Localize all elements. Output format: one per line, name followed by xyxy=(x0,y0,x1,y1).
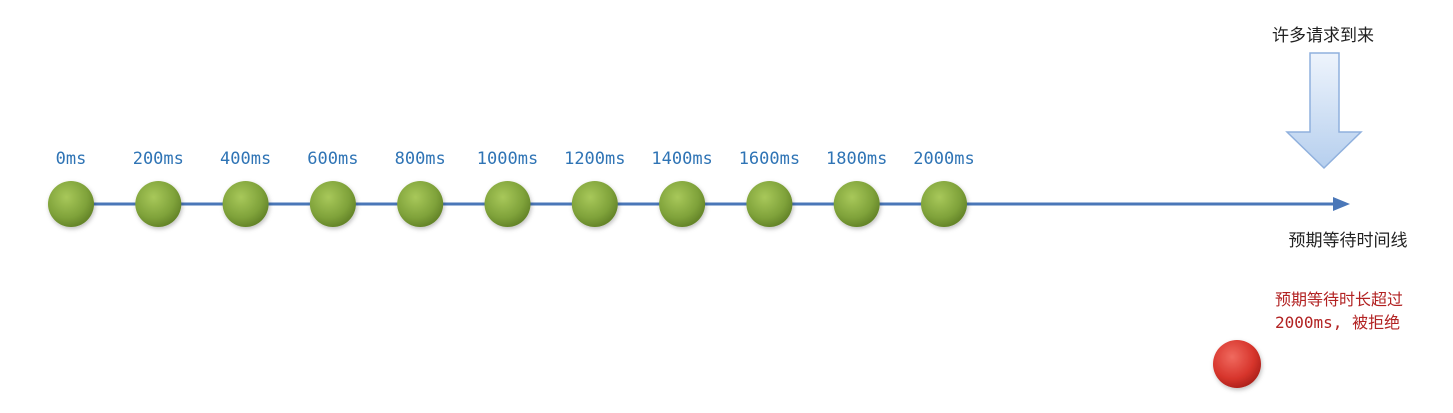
tick-label: 0ms xyxy=(56,149,87,169)
timeline-node xyxy=(309,181,356,227)
timeline-node xyxy=(135,181,182,227)
tick-label: 200ms xyxy=(133,149,184,169)
tick-label: 800ms xyxy=(395,149,446,169)
tick-label: 2000ms xyxy=(913,149,974,169)
rejection-text-line2: 2000ms, 被拒绝 xyxy=(1275,313,1400,332)
timeline-node xyxy=(397,181,444,227)
tick-label: 400ms xyxy=(220,149,271,169)
tick-label: 1600ms xyxy=(739,149,800,169)
timeline-node xyxy=(659,181,706,227)
timeline-node xyxy=(921,181,967,227)
down-arrow-icon xyxy=(1285,52,1363,170)
timeline-nodes xyxy=(48,181,967,227)
tick-label: 1200ms xyxy=(564,149,625,169)
timeline-node xyxy=(746,181,793,227)
arrival-label: 许多请求到来 xyxy=(1272,26,1374,46)
timeline-node xyxy=(833,181,880,227)
tick-label: 600ms xyxy=(307,149,358,169)
rejection-text-line1: 预期等待时长超过 xyxy=(1275,290,1403,309)
tick-label: 1400ms xyxy=(651,149,712,169)
rejected-request-node xyxy=(1213,340,1261,388)
tick-label: 1800ms xyxy=(826,149,887,169)
tick-label: 1000ms xyxy=(477,149,538,169)
timeline-node xyxy=(222,181,269,227)
tick-labels: 0ms 200ms 400ms 600ms 800ms 1000ms 1200ms 1400m… xyxy=(56,149,975,169)
timeline-node xyxy=(48,181,94,227)
axis-arrowhead-icon xyxy=(1333,197,1350,211)
timeline-node xyxy=(571,181,618,227)
timeline-node xyxy=(484,181,531,227)
axis-label: 预期等待时间线 xyxy=(1289,231,1408,251)
